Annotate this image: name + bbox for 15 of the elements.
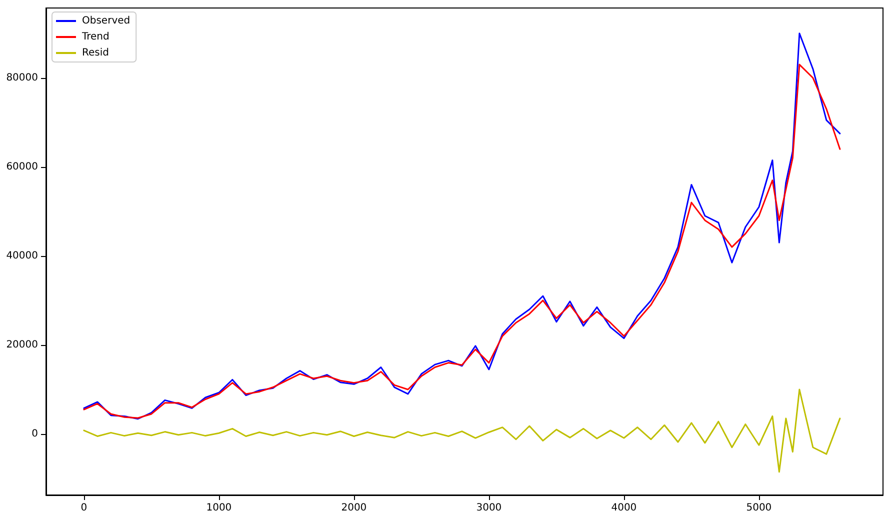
legend-label: Observed bbox=[82, 16, 130, 26]
x-tick-label: 0 bbox=[80, 502, 88, 514]
x-tick-label: 2000 bbox=[341, 502, 367, 514]
y-tick-label: 60000 bbox=[6, 161, 38, 172]
x-tick-label: 3000 bbox=[476, 502, 502, 514]
legend-label: Resid bbox=[82, 48, 109, 58]
line-series bbox=[83, 388, 841, 473]
x-tick-label: 4000 bbox=[611, 502, 637, 514]
y-tick-label: 0 bbox=[32, 428, 38, 440]
legend-label: Trend bbox=[81, 32, 110, 42]
x-tick-label: 5000 bbox=[746, 502, 772, 514]
y-tick-label: 40000 bbox=[6, 250, 38, 262]
y-tick-label: 20000 bbox=[6, 339, 38, 350]
x-tick-label: 1000 bbox=[206, 502, 232, 514]
y-tick-label: 80000 bbox=[6, 72, 38, 84]
